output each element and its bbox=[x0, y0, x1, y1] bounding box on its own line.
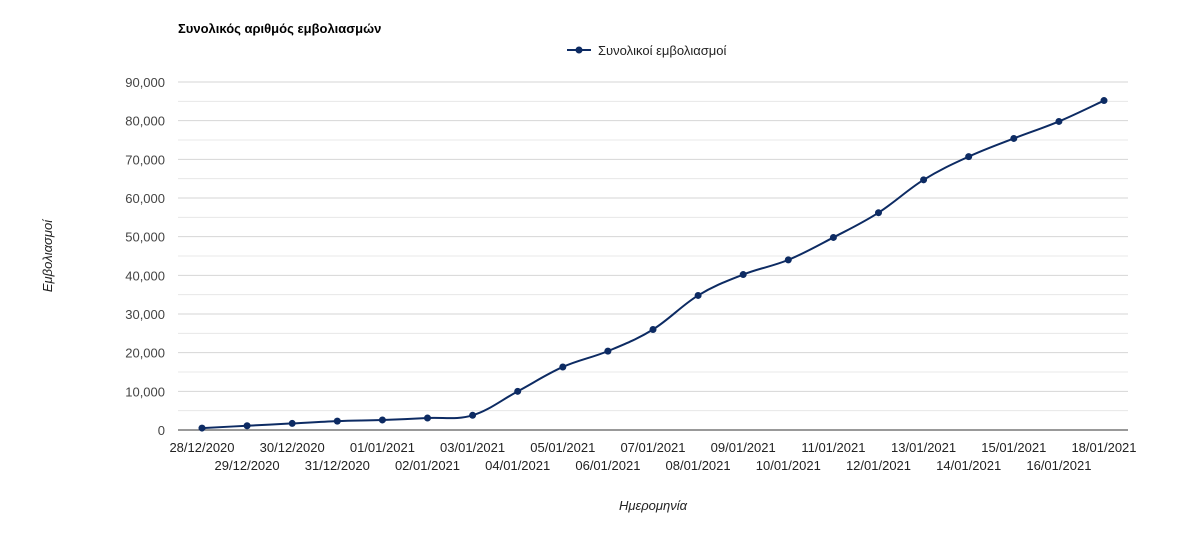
data-point[interactable] bbox=[965, 153, 973, 161]
x-tick-label: 15/01/2021 bbox=[981, 440, 1046, 455]
x-tick-label: 08/01/2021 bbox=[666, 458, 731, 473]
data-point[interactable] bbox=[739, 271, 747, 279]
data-point[interactable] bbox=[198, 424, 206, 432]
data-point[interactable] bbox=[333, 417, 341, 425]
data-point[interactable] bbox=[243, 422, 251, 430]
gridlines bbox=[178, 81, 1128, 431]
x-tick-label: 09/01/2021 bbox=[711, 440, 776, 455]
y-axis-tick-labels: 0 10,000 20,000 30,000 40,000 50,000 60,000 70,… bbox=[125, 75, 165, 438]
x-tick-label: 31/12/2020 bbox=[305, 458, 370, 473]
legend-dot-marker bbox=[575, 46, 583, 54]
y-axis-title: Εμβολιασμοί bbox=[40, 219, 55, 292]
legend[interactable]: Συνολικοί εμβολιασμοί bbox=[567, 43, 726, 58]
x-axis-tick-labels: 28/12/2020 29/12/2020 30/12/2020 31/12/2020… bbox=[169, 440, 1136, 473]
data-point[interactable] bbox=[649, 325, 657, 333]
x-tick-label: 01/01/2021 bbox=[350, 440, 415, 455]
data-point[interactable] bbox=[288, 419, 296, 427]
y-tick-label: 70,000 bbox=[125, 152, 165, 167]
data-point[interactable] bbox=[1100, 97, 1108, 105]
y-tick-label: 30,000 bbox=[125, 307, 165, 322]
y-tick-label: 0 bbox=[158, 423, 165, 438]
chart-title: Συνολικός αριθμός εμβολιασμών bbox=[178, 21, 381, 36]
x-tick-label: 10/01/2021 bbox=[756, 458, 821, 473]
data-point[interactable] bbox=[559, 363, 567, 371]
data-point[interactable] bbox=[784, 256, 792, 264]
data-point[interactable] bbox=[829, 233, 837, 241]
data-point[interactable] bbox=[875, 209, 882, 217]
x-tick-label: 02/01/2021 bbox=[395, 458, 460, 473]
y-tick-label: 80,000 bbox=[125, 114, 165, 129]
x-tick-label: 05/01/2021 bbox=[530, 440, 595, 455]
data-point[interactable] bbox=[920, 176, 928, 184]
x-tick-label: 12/01/2021 bbox=[846, 458, 911, 473]
x-tick-label: 16/01/2021 bbox=[1026, 458, 1091, 473]
y-tick-label: 20,000 bbox=[125, 346, 165, 361]
y-tick-label: 10,000 bbox=[125, 384, 165, 399]
series-path bbox=[201, 99, 1105, 430]
data-point[interactable] bbox=[604, 347, 612, 355]
data-point[interactable] bbox=[694, 291, 702, 299]
x-tick-label: 04/01/2021 bbox=[485, 458, 550, 473]
data-point[interactable] bbox=[424, 414, 431, 422]
y-tick-label: 50,000 bbox=[125, 230, 165, 245]
x-tick-label: 18/01/2021 bbox=[1071, 440, 1136, 455]
data-point[interactable] bbox=[1055, 117, 1063, 125]
x-tick-label: 29/12/2020 bbox=[215, 458, 280, 473]
legend-label: Συνολικοί εμβολιασμοί bbox=[598, 43, 726, 58]
x-tick-label: 06/01/2021 bbox=[575, 458, 640, 473]
x-tick-label: 11/01/2021 bbox=[801, 440, 865, 455]
data-point[interactable] bbox=[514, 387, 522, 395]
data-point[interactable] bbox=[469, 411, 477, 419]
x-tick-label: 30/12/2020 bbox=[260, 440, 325, 455]
y-tick-label: 60,000 bbox=[125, 191, 165, 206]
x-tick-label: 03/01/2021 bbox=[440, 440, 505, 455]
y-tick-label: 40,000 bbox=[125, 268, 165, 283]
data-point[interactable] bbox=[378, 416, 386, 424]
x-tick-label: 14/01/2021 bbox=[936, 458, 1001, 473]
x-tick-label: 07/01/2021 bbox=[620, 440, 685, 455]
series-line bbox=[198, 97, 1108, 432]
x-tick-label: 13/01/2021 bbox=[891, 440, 956, 455]
x-axis-title: Ημερομηνία bbox=[619, 498, 688, 513]
y-tick-label: 90,000 bbox=[125, 75, 165, 90]
data-point[interactable] bbox=[1010, 134, 1018, 142]
x-tick-label: 28/12/2020 bbox=[169, 440, 234, 455]
